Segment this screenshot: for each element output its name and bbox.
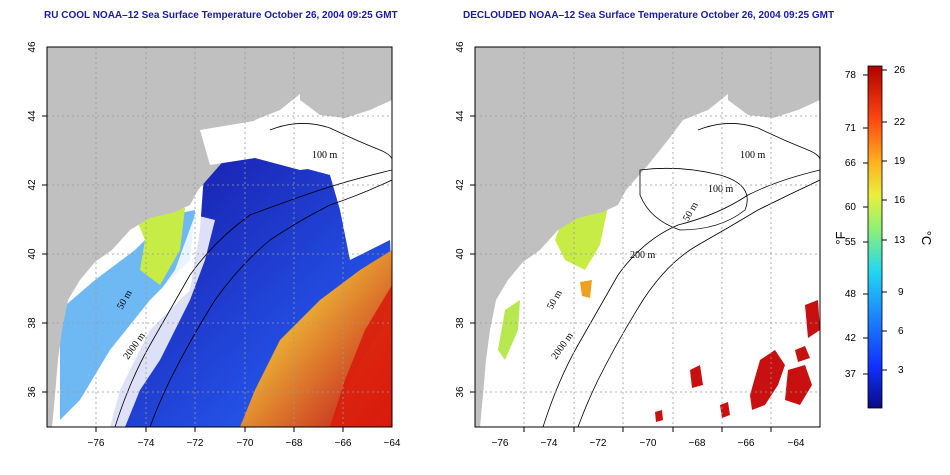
left-x-tick: −74 [138,438,155,449]
left-x-tick: −70 [237,438,254,449]
colorbar-gradient [867,65,883,409]
left-y-tick: 36 [27,386,38,398]
left-sst-map: 100 m 50 m 2000 m −76 −74 −72 −70 −68 −6… [27,41,401,449]
colorbar-f-tick: 37 [845,369,857,380]
right-y-tick: 46 [455,41,466,53]
right-y-tick: 44 [455,110,466,122]
colorbar-f-tick: 55 [845,237,857,248]
right-orange-patch [580,280,592,298]
colorbar-c-tick: 9 [898,287,904,298]
right-y-tick: 38 [455,317,466,329]
right-contour-shelf [542,169,820,427]
colorbar-f-tick: 42 [845,333,857,344]
left-map-frame [46,46,393,428]
left-contour-100m [269,123,392,161]
right-y-tick: 42 [455,179,466,191]
colorbar-c-tick: 26 [894,65,906,76]
right-map-title: DECLOUDED NOAA–12 Sea Surface Temperatur… [463,10,835,21]
left-cloud-band [95,215,215,427]
left-contour-label-100m: 100 m [312,150,338,161]
right-x-tick: −76 [492,438,509,449]
left-contour-2000m [149,179,392,427]
right-map-frame [474,46,821,428]
right-x-tick: −68 [689,438,706,449]
left-y-tick: 44 [27,110,38,122]
temperature-colorbar: 78 71 66 60 55 48 42 37 26 22 19 16 13 9… [833,65,934,409]
left-y-tick: 46 [27,41,38,53]
right-contour-label-200m: 200 m [630,250,656,261]
colorbar-c-tick: 6 [898,326,904,337]
left-tick-marks [42,115,344,432]
right-tick-marks [470,115,772,432]
left-warm-shelf-patch [135,208,185,285]
right-coastal-patch [498,300,520,360]
colorbar-f-tick: 48 [845,289,857,300]
right-contour-label-100m: 100 m [708,184,734,195]
left-x-tick: −72 [187,438,204,449]
right-x-tick: −74 [541,438,558,449]
colorbar-celsius-label: °C [919,231,934,246]
left-cloud-cover [200,110,350,170]
right-x-tick: −64 [788,438,805,449]
left-y-tick: 40 [27,248,38,260]
colorbar-c-tick: 3 [898,365,904,376]
left-map-title: RU COOL NOAA–12 Sea Surface Temperature … [44,10,398,21]
right-y-tick: 36 [455,386,466,398]
colorbar-c-tick: 19 [894,156,906,167]
right-x-tick: −66 [738,438,755,449]
left-y-tick: 38 [27,317,38,329]
right-nova-scotia-land [728,62,820,118]
right-x-tick: −70 [640,438,657,449]
colorbar-f-tick: 71 [845,123,857,134]
right-contour-2000m [577,179,820,427]
left-land [47,47,392,427]
colorbar-f-tick: 60 [845,202,857,213]
right-contour-100m [697,123,820,161]
right-gridlines [475,47,820,427]
left-contour-shelf [114,169,392,427]
colorbar-fahrenheit-label: °F [833,231,848,244]
left-nova-scotia-land [300,62,392,118]
right-sst-map: 100 m 100 m 50 m 200 m 50 m 2000 m −76 −… [455,41,821,449]
right-contour-georges-bank [639,167,748,231]
left-red-patch [330,285,392,427]
right-x-tick: −72 [590,438,607,449]
left-x-tick: −68 [286,438,303,449]
colorbar-f-tick: 66 [845,158,857,169]
left-y-tick: 42 [27,179,38,191]
right-warm-eddies [655,300,820,422]
colorbar-c-tick: 16 [894,195,906,206]
right-contour-label-100m: 100 m [740,150,766,161]
right-y-tick: 40 [455,248,466,260]
colorbar-c-tick: 13 [894,235,906,246]
left-x-tick: −76 [88,438,105,449]
left-x-tick: −64 [384,438,401,449]
left-x-tick: −66 [335,438,352,449]
right-land [475,47,820,427]
left-gridlines [47,47,392,427]
colorbar-c-tick: 22 [894,117,906,128]
colorbar-tick-marks [863,69,887,375]
colorbar-f-tick: 78 [845,70,857,81]
